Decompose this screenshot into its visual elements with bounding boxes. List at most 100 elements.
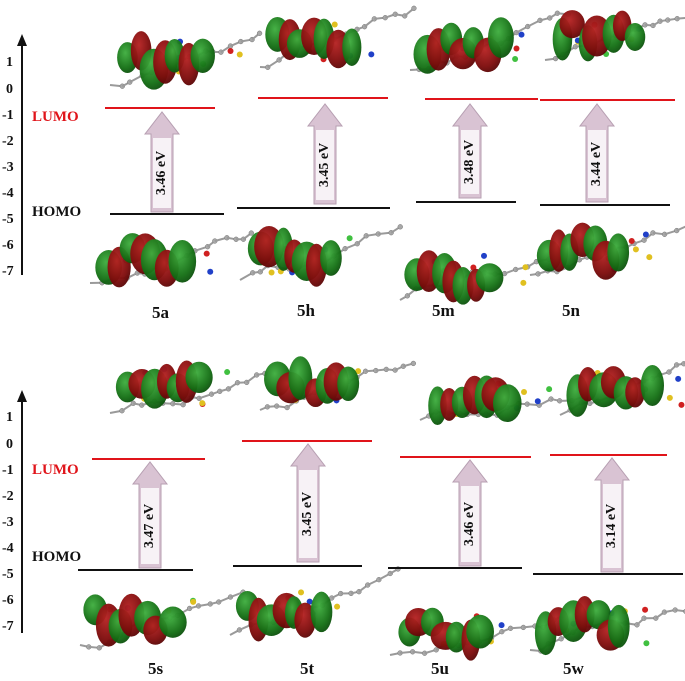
tick-label: -5 <box>2 212 14 227</box>
orbital-molecule <box>259 5 417 70</box>
arrow-shaft-inner <box>153 138 171 208</box>
hetero-atom <box>522 264 529 271</box>
hetero-atom <box>512 55 519 62</box>
hetero-atom <box>346 235 353 242</box>
tick-label: -4 <box>2 186 14 201</box>
tick-label: -7 <box>2 264 14 279</box>
arrow-shaft-inner <box>588 130 606 198</box>
hetero-atom <box>334 603 341 610</box>
orbital-molecule <box>544 10 685 62</box>
orbital-lobe-positive <box>640 364 664 407</box>
lumo-label: LUMO <box>32 109 79 125</box>
axis-bottom: 1 0 -1 -2 -3 -4 -5 -6 -7 <box>2 390 27 634</box>
orbital-molecule <box>229 566 401 642</box>
tick-label: 0 <box>6 82 13 97</box>
tick-label: -2 <box>2 134 14 149</box>
energy-gap-label: 3.46 eV <box>462 502 477 546</box>
orbital-molecule <box>89 230 254 288</box>
hetero-atom <box>227 47 234 54</box>
axis-top: 1 0 -1 -2 -3 -4 -5 -6 -7 <box>2 34 27 279</box>
hetero-atom <box>534 398 541 405</box>
tick-label: -5 <box>2 567 14 582</box>
compound-columns: 3.46 eV 5a 3.45 eV 5h 3.48 eV 5m 3.44 eV 5n 3.47… <box>78 5 685 678</box>
hetero-atom <box>498 622 505 629</box>
bond <box>676 225 685 232</box>
orbital-lobe-positive <box>320 240 342 276</box>
compound-label: 5w <box>563 659 585 678</box>
tick-label: -3 <box>2 160 14 175</box>
orbital-lobe-positive <box>488 17 514 58</box>
orbital-lobe-positive <box>607 233 630 272</box>
tick-label: -1 <box>2 108 14 123</box>
arrow-shaft-inner <box>141 488 159 564</box>
energy-gap-label: 3.46 eV <box>154 151 169 195</box>
orbital-molecule <box>529 595 685 656</box>
compound-label: 5s <box>148 659 164 678</box>
hetero-atom <box>513 45 520 52</box>
energy-gap-label: 3.44 eV <box>589 142 604 186</box>
orbital-lobe-positive <box>168 240 197 283</box>
orbital-molecule <box>239 224 403 287</box>
compound-5n: 3.44 eV 5n <box>529 10 685 320</box>
hetero-atom <box>203 250 210 257</box>
hetero-atom <box>666 394 673 401</box>
hetero-atom <box>331 21 338 28</box>
hetero-atom <box>207 268 214 275</box>
compound-label: 5a <box>152 303 170 322</box>
orbital-lobe-negative <box>559 10 585 39</box>
tick-label: -3 <box>2 515 14 530</box>
hetero-atom <box>643 640 650 647</box>
energy-gap-label: 3.45 eV <box>317 143 332 187</box>
orbital-lobe-positive <box>452 267 474 305</box>
homo-label: HOMO <box>32 204 81 220</box>
bond <box>677 16 685 20</box>
energy-gap-label: 3.14 eV <box>604 504 619 548</box>
compound-label: 5t <box>300 659 315 678</box>
orbital-molecule <box>399 250 562 305</box>
hetero-atom <box>224 369 231 376</box>
hetero-atom <box>355 368 362 375</box>
orbital-molecule <box>79 589 246 651</box>
compound-label: 5h <box>297 301 316 320</box>
arrow-shaft-inner <box>461 486 479 562</box>
tick-label: 1 <box>6 55 13 70</box>
tick-label: -7 <box>2 619 14 634</box>
arrow-shaft-inner <box>316 130 334 200</box>
orbital-lobe-positive <box>624 22 646 51</box>
atom <box>248 230 254 236</box>
orbital-lobe-positive <box>310 591 333 633</box>
homo-label: HOMO <box>32 549 81 565</box>
orbital-lobe-positive <box>342 28 362 66</box>
compound-5w: 3.14 eV 5w <box>529 361 685 678</box>
arrow-shaft-inner <box>461 130 479 194</box>
compound-5a: 3.46 eV 5a <box>89 30 263 322</box>
orbital-lobe-positive <box>190 38 215 73</box>
hetero-atom <box>632 246 639 253</box>
orbital-lobe-positive <box>185 361 213 394</box>
orbital-molecule <box>559 361 685 417</box>
compound-5h: 3.45 eV 5h <box>237 5 417 320</box>
energy-gap-label: 3.47 eV <box>142 504 157 548</box>
compound-label: 5u <box>431 659 449 678</box>
tick-label: -1 <box>2 463 14 478</box>
hetero-atom <box>520 279 527 286</box>
orbital-molecule <box>529 222 685 280</box>
arrow-shaft-inner <box>603 484 621 568</box>
hetero-atom <box>675 375 682 382</box>
compound-5s: 3.47 eV 5s <box>78 360 268 678</box>
hetero-atom <box>678 401 685 408</box>
tick-label: 1 <box>6 410 13 425</box>
tick-label: 0 <box>6 437 13 452</box>
orbital-lobe-negative <box>625 377 645 408</box>
energy-gap-label: 3.48 eV <box>462 140 477 184</box>
orbital-molecule <box>109 30 263 90</box>
compound-5t: 3.45 eV 5t <box>229 356 417 678</box>
orbital-molecule <box>389 607 566 661</box>
atom <box>411 5 417 11</box>
hetero-atom <box>642 606 649 613</box>
compound-label: 5n <box>562 301 581 320</box>
orbital-molecule <box>259 356 417 411</box>
compound-label: 5m <box>432 301 455 320</box>
tick-label: -2 <box>2 489 14 504</box>
